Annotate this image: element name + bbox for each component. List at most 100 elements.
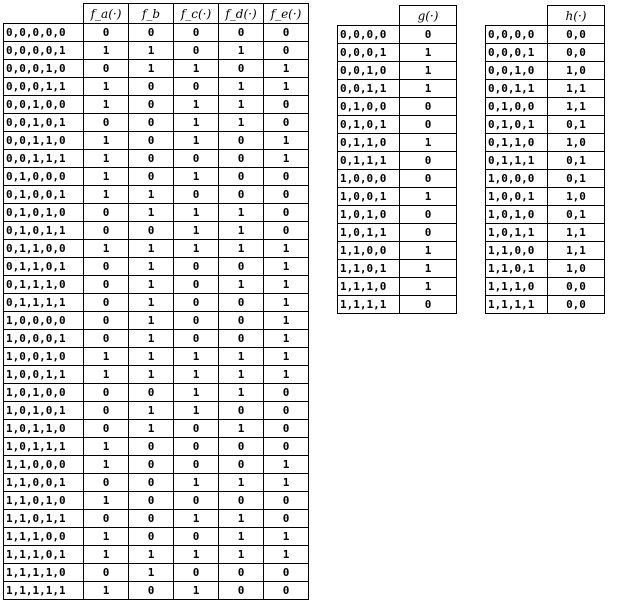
input-cell: 1,1,0,0,1 (3, 473, 84, 492)
output-cell: 1 (218, 95, 264, 114)
table-row: 0,0,0,1,0 0 1 1 0 1 (3, 59, 309, 78)
input-cell: 0,1,0,1 (485, 115, 548, 134)
output-cell: 1 (173, 167, 219, 186)
output-cell: 0 (399, 169, 457, 188)
input-cell: 0,0,0,1 (337, 43, 400, 62)
output-cell: 1 (218, 275, 264, 294)
output-cell: 0 (128, 509, 174, 528)
output-cell: 1 (399, 61, 457, 80)
output-cell: 0 (263, 113, 309, 132)
input-cell: 0,1,0,1,1 (3, 221, 84, 240)
input-cell: 0,1,0,1,0 (3, 203, 84, 222)
input-cell: 1,1,0,0 (485, 241, 548, 260)
output-cell: 1 (173, 95, 219, 114)
output-cell: 0 (83, 23, 129, 42)
table-row: 0,1,1,0 1 (337, 133, 457, 152)
output-cell: 0 (173, 41, 219, 60)
output-cell: 1,1 (547, 79, 605, 98)
table-row: 1,1,1,1,0 0 1 0 0 0 (3, 563, 309, 582)
header-row: f_a(·) f_b f_c(·) f_d(·) f_e(·) (3, 3, 309, 24)
output-cell: 1 (83, 239, 129, 258)
input-cell: 0,0,0,1 (485, 43, 548, 62)
output-cell: 1 (128, 239, 174, 258)
output-cell: 1 (263, 455, 309, 474)
input-cell: 1,1,1,1 (337, 295, 400, 314)
header-row: h(·) (485, 5, 605, 26)
table-row: 0,1,0,1 0,1 (485, 115, 605, 134)
table-row: 1,1,0,1 1,0 (485, 259, 605, 278)
table-row: 1,1,1,0 0,0 (485, 277, 605, 296)
output-cell: 1,1 (547, 223, 605, 242)
header-blank (3, 3, 84, 24)
table-row: 1,0,1,1 0 (337, 223, 457, 242)
column-header: f_e(·) (263, 3, 309, 24)
table-row: 1,0,0,1 1 (337, 187, 457, 206)
output-cell: 1 (399, 187, 457, 206)
table-row: 0,1,1,1 0 (337, 151, 457, 170)
output-cell: 0 (128, 77, 174, 96)
column-header: f_d(·) (218, 3, 264, 24)
column-header: h(·) (547, 5, 605, 26)
input-cell: 1,0,1,1,0 (3, 419, 84, 438)
table-row: 1,1,0,0,0 1 0 0 0 1 (3, 455, 309, 474)
output-cell: 0 (218, 131, 264, 150)
output-cell: 1 (173, 473, 219, 492)
output-cell: 1 (218, 473, 264, 492)
output-cell: 0 (173, 23, 219, 42)
table-row: 1,0,0,0 0 (337, 169, 457, 188)
table-row: 0,1,1,0,1 0 1 0 0 1 (3, 257, 309, 276)
output-cell: 1,0 (547, 187, 605, 206)
table-row: 1,1,0,0,1 0 0 1 1 1 (3, 473, 309, 492)
table-row: 1,1,1,0 1 (337, 277, 457, 296)
output-cell: 1 (83, 149, 129, 168)
input-cell: 0,0,0,0 (337, 25, 400, 44)
output-cell: 0 (263, 23, 309, 42)
output-cell: 0 (218, 311, 264, 330)
output-cell: 0,0 (547, 295, 605, 314)
output-cell: 0 (83, 329, 129, 348)
table-row: 1,1,0,0 1 (337, 241, 457, 260)
output-cell: 1 (263, 311, 309, 330)
input-cell: 0,1,1,1 (337, 151, 400, 170)
table-row: 1,1,0,1,0 1 0 0 0 0 (3, 491, 309, 510)
output-cell: 1 (83, 77, 129, 96)
input-cell: 1,0,0,1 (337, 187, 400, 206)
output-cell: 0 (173, 185, 219, 204)
header-blank (337, 5, 400, 26)
output-cell: 1 (263, 149, 309, 168)
output-cell: 0,1 (547, 169, 605, 188)
table-row: 1,0,0,0,0 0 1 0 0 1 (3, 311, 309, 330)
output-cell: 1 (399, 241, 457, 260)
input-cell: 0,1,1,1,0 (3, 275, 84, 294)
output-cell: 1 (83, 41, 129, 60)
output-cell: 1 (83, 365, 129, 384)
input-cell: 1,1,1,1,0 (3, 563, 84, 582)
output-cell: 0 (128, 383, 174, 402)
table-row: 1,1,0,0 1,1 (485, 241, 605, 260)
input-cell: 0,0,0,1,1 (3, 77, 84, 96)
input-cell: 0,1,1,1 (485, 151, 548, 170)
output-cell: 0 (263, 491, 309, 510)
table-row: 0,1,0,1,0 0 1 1 1 0 (3, 203, 309, 222)
output-cell: 0 (218, 59, 264, 78)
output-cell: 0 (83, 113, 129, 132)
input-cell: 1,1,0,0 (337, 241, 400, 260)
table-row: 0,0,1,0 1 (337, 61, 457, 80)
output-cell: 0 (173, 149, 219, 168)
output-cell: 1 (218, 221, 264, 240)
output-cell: 1 (218, 509, 264, 528)
output-cell: 0 (83, 221, 129, 240)
output-cell: 0 (399, 115, 457, 134)
output-cell: 0 (218, 257, 264, 276)
output-cell: 0 (83, 509, 129, 528)
output-cell: 1 (83, 437, 129, 456)
table-row: 1,0,1,0 0 (337, 205, 457, 224)
table-row: 0,0,1,1,0 1 0 1 0 1 (3, 131, 309, 150)
input-cell: 0,1,0,1 (337, 115, 400, 134)
output-cell: 1 (399, 133, 457, 152)
output-cell: 0 (128, 581, 174, 600)
output-cell: 0 (83, 257, 129, 276)
output-cell: 0 (263, 419, 309, 438)
input-cell: 0,1,1,0 (485, 133, 548, 152)
output-cell: 0,1 (547, 115, 605, 134)
